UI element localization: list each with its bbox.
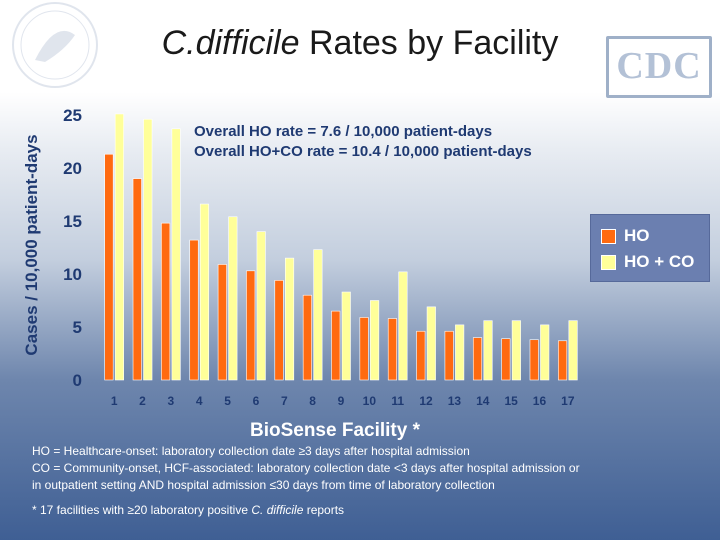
footnote-co-cont: in outpatient setting AND hospital admis…: [32, 478, 495, 492]
x-axis-ticks: 1 2 3 4 5 6 7 8 9 10 11 12 13 14 15 16 17: [111, 394, 575, 408]
cdc-logo: CDC: [606, 36, 712, 98]
x-tick-label: 6: [253, 394, 260, 408]
y-tick-label: 0: [73, 371, 82, 390]
bars: [104, 113, 578, 381]
x-tick-label: 10: [363, 394, 377, 408]
x-tick-label: 8: [309, 394, 316, 408]
definitions-footnote: HO = Healthcare-onset: laboratory collec…: [32, 443, 712, 494]
bar-ho-co-7: [284, 257, 295, 381]
legend: HO HO + CO: [590, 214, 710, 282]
bar-ho-co-15: [511, 320, 521, 381]
y-axis-ticks: 0 5 10 15 20 25: [63, 106, 82, 390]
bar-ho-co-17: [568, 320, 578, 381]
bar-ho-3: [161, 222, 171, 381]
x-tick-label: 16: [533, 394, 547, 408]
legend-swatch-ho-co: [601, 254, 616, 270]
x-tick-label: 5: [224, 394, 231, 408]
legend-item-ho: HO: [601, 223, 709, 249]
bar-ho-7: [274, 280, 284, 381]
x-tick-label: 3: [168, 394, 175, 408]
overall-rate-annotation: Overall HO rate = 7.6 / 10,000 patient-d…: [194, 122, 532, 162]
bar-ho-5: [217, 264, 227, 381]
bar-ho-14: [472, 337, 483, 381]
x-axis-title: BioSense Facility *: [249, 420, 420, 441]
bar-ho-co-3: [171, 128, 181, 381]
bar-ho-2: [132, 178, 142, 381]
bar-ho-co-4: [199, 203, 210, 381]
bar-ho-co-16: [540, 324, 550, 381]
bar-ho-9: [331, 310, 341, 381]
annotation-ho-co: Overall HO+CO rate = 10.4 / 10,000 patie…: [194, 143, 532, 160]
x-tick-label: 1: [111, 394, 118, 408]
legend-item-ho-co: HO + CO: [601, 249, 709, 275]
x-tick-label: 13: [448, 394, 462, 408]
bar-ho-co-5: [228, 216, 238, 381]
x-tick-label: 9: [338, 394, 345, 408]
footnote-star-suffix: reports: [303, 503, 345, 517]
legend-swatch-ho: [601, 228, 616, 244]
x-tick-label: 17: [561, 394, 575, 408]
bar-ho-co-13: [455, 324, 465, 381]
x-tick-label: 14: [476, 394, 490, 408]
bar-ho-co-6: [256, 231, 266, 381]
footnote-star-prefix: * 17 facilities with ≥20 laboratory posi…: [32, 503, 252, 517]
bar-ho-4: [189, 239, 199, 381]
y-tick-label: 5: [73, 318, 82, 337]
bar-ho-16: [529, 339, 539, 381]
bar-ho-10: [359, 317, 369, 381]
legend-label-ho-co: HO + CO: [624, 252, 695, 271]
bar-ho-11: [387, 318, 398, 381]
bar-ho-co-14: [483, 320, 493, 381]
bar-ho-co-1: [114, 113, 124, 381]
bar-ho-8: [302, 294, 312, 381]
x-tick-label: 4: [196, 394, 203, 408]
bar-ho-co-2: [143, 118, 153, 381]
bar-ho-17: [558, 340, 568, 381]
x-tick-label: 11: [391, 394, 404, 408]
bar-ho-co-10: [370, 300, 380, 381]
y-tick-label: 15: [63, 212, 82, 231]
bar-ho-13: [444, 330, 454, 381]
footnote-star-italic: C. difficile: [251, 503, 304, 517]
bar-ho-co-11: [398, 271, 408, 381]
y-tick-label: 20: [63, 159, 82, 178]
facility-footnote: * 17 facilities with ≥20 laboratory posi…: [32, 503, 344, 517]
bar-ho-12: [416, 330, 426, 381]
legend-label-ho: HO: [624, 226, 650, 245]
y-tick-label: 25: [63, 106, 82, 125]
x-tick-label: 2: [139, 394, 146, 408]
slide-title: C.difficile Rates by Facility: [0, 24, 720, 63]
x-tick-label: 7: [281, 394, 288, 408]
x-tick-label: 15: [504, 394, 518, 408]
x-tick-label: 12: [419, 394, 433, 408]
footnote-ho: HO = Healthcare-onset: laboratory collec…: [32, 444, 470, 458]
bar-ho-co-9: [341, 291, 351, 381]
bar-ho-6: [246, 270, 256, 381]
y-tick-label: 10: [63, 265, 82, 284]
hhs-seal-watermark: [12, 2, 98, 88]
title-italic: C.difficile: [161, 24, 300, 62]
title-rest: Rates by Facility: [299, 24, 559, 62]
footnote-co: CO = Community-onset, HCF-associated: la…: [32, 461, 580, 475]
bar-ho-15: [501, 338, 511, 381]
bar-ho-co-12: [426, 306, 436, 381]
annotation-ho: Overall HO rate = 7.6 / 10,000 patient-d…: [194, 123, 493, 140]
bar-ho-co-8: [313, 249, 323, 381]
bar-ho-1: [104, 153, 114, 381]
